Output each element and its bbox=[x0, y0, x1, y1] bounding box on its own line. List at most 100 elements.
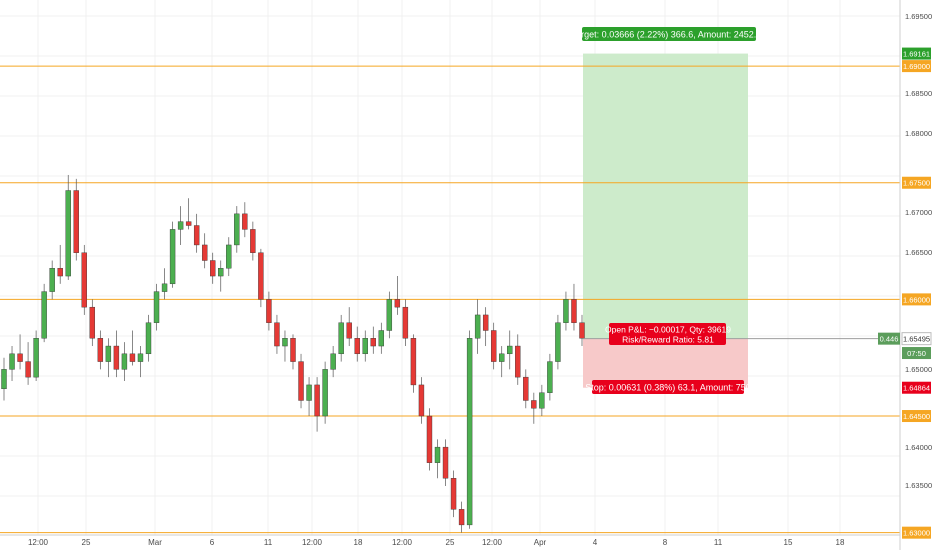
level-badge bbox=[902, 410, 931, 423]
candle-body bbox=[33, 338, 39, 378]
candle-body bbox=[1, 369, 7, 390]
candle-body bbox=[426, 415, 433, 463]
candle-body bbox=[49, 268, 55, 292]
level-badge-label: 1.63000 bbox=[903, 529, 930, 538]
time-tick-label: 11 bbox=[714, 538, 723, 547]
candle-body bbox=[17, 353, 23, 362]
price-badge-label: 07:50 bbox=[907, 349, 926, 358]
pnl-box-bg bbox=[609, 323, 726, 345]
candle-body bbox=[25, 361, 31, 378]
candle-body bbox=[137, 353, 144, 362]
candle-body bbox=[330, 353, 336, 370]
price-badge bbox=[902, 47, 931, 60]
candle-body bbox=[394, 299, 401, 308]
pnl-box[interactable]: Open P&L: −0.00017, Qty: 39619 Risk/Rewa… bbox=[605, 323, 731, 345]
time-tick-label: 25 bbox=[82, 538, 91, 547]
candle-body bbox=[274, 322, 280, 347]
candle-body bbox=[474, 314, 481, 339]
candle-body bbox=[145, 322, 152, 355]
candle-body bbox=[450, 478, 457, 510]
candle-body bbox=[298, 361, 304, 401]
time-tick-label: 12:00 bbox=[482, 538, 503, 547]
level-badge bbox=[902, 526, 931, 539]
time-tick-label: 18 bbox=[836, 538, 845, 547]
time-tick-label: 18 bbox=[354, 538, 363, 547]
candle-body bbox=[402, 306, 409, 339]
loss-zone[interactable] bbox=[583, 338, 748, 388]
candle-body bbox=[266, 299, 272, 323]
level-badge bbox=[902, 176, 931, 189]
candle-body bbox=[314, 384, 320, 417]
candle-body bbox=[185, 221, 192, 226]
candle-body bbox=[242, 213, 248, 230]
candle-body bbox=[378, 330, 385, 347]
candle-body bbox=[579, 322, 585, 339]
profit-zone[interactable] bbox=[583, 53, 748, 339]
grid bbox=[0, 0, 900, 535]
candle-body bbox=[57, 268, 63, 277]
candle-body bbox=[9, 353, 15, 370]
target-label: Target: 0.03666 (2.22%) 366.6, Amount: 2… bbox=[572, 30, 767, 40]
candle-body bbox=[490, 330, 497, 362]
candle-body bbox=[290, 338, 296, 362]
candle-body bbox=[322, 369, 328, 417]
candle-body bbox=[258, 252, 264, 300]
candle-body bbox=[346, 322, 352, 339]
level-badge-label: 1.69000 bbox=[903, 62, 930, 71]
stop-label-box[interactable]: Stop: 0.00631 (0.38%) 63.1, Amount: 750 bbox=[585, 380, 751, 394]
candle-body bbox=[386, 299, 393, 331]
level-badge bbox=[902, 60, 931, 73]
price-axis[interactable]: 1.69500 1.68500 1.68000 1.67000 1.66500 1.650… bbox=[878, 0, 932, 550]
target-box-bg bbox=[582, 27, 756, 41]
candle-body bbox=[507, 345, 513, 355]
level-badge-label: 1.67500 bbox=[903, 179, 930, 188]
price-axis-bg bbox=[900, 0, 932, 550]
candle-body bbox=[338, 322, 344, 355]
time-tick-label: 11 bbox=[264, 538, 273, 547]
candle-body bbox=[177, 221, 184, 230]
candles bbox=[1, 174, 585, 533]
stop-box-bg bbox=[592, 380, 744, 394]
pnl-label: Open P&L: −0.00017, Qty: 39619 bbox=[605, 325, 731, 335]
price-tick-label: 1.68500 bbox=[905, 89, 932, 98]
time-axis[interactable]: 12:00 25 Mar 6 11 12:00 18 12:00 25 12:00 Apr 4 8 11 1… bbox=[0, 534, 900, 547]
time-tick-label: 6 bbox=[210, 538, 215, 547]
candle-body bbox=[466, 338, 473, 526]
price-tick-label: 1.65000 bbox=[905, 365, 932, 374]
candle-body bbox=[81, 252, 87, 308]
candle-body bbox=[442, 446, 449, 479]
price-badge bbox=[901, 332, 932, 346]
current-price-tag bbox=[878, 332, 900, 345]
level-badge bbox=[902, 293, 931, 306]
candle-body bbox=[105, 345, 112, 362]
candle-body bbox=[434, 446, 441, 463]
candle-body bbox=[113, 345, 120, 370]
level-badge-label: 1.66000 bbox=[903, 295, 930, 304]
time-tick-label: Mar bbox=[148, 538, 162, 547]
candle-body bbox=[169, 229, 176, 285]
candle-body bbox=[161, 283, 168, 292]
candle-body bbox=[201, 244, 208, 261]
candle-body bbox=[218, 268, 224, 277]
level-badge-label: 1.64500 bbox=[903, 412, 930, 421]
price-tick-label: 1.69500 bbox=[905, 12, 932, 21]
candle-body bbox=[482, 314, 489, 331]
candle-body bbox=[193, 225, 200, 246]
candle-body bbox=[41, 291, 47, 339]
candle-body bbox=[210, 260, 216, 277]
time-tick-label: 8 bbox=[663, 538, 668, 547]
target-label-box[interactable]: Target: 0.03666 (2.22%) 366.6, Amount: 2… bbox=[572, 27, 767, 41]
current-price-tag-label: 0.446 bbox=[880, 335, 899, 344]
candle-body bbox=[547, 361, 553, 393]
time-tick-label: 12:00 bbox=[302, 538, 323, 547]
candle-body bbox=[571, 299, 577, 323]
candle-body bbox=[531, 400, 537, 409]
time-tick-label: 12:00 bbox=[392, 538, 413, 547]
price-badge bbox=[902, 347, 931, 360]
price-badge bbox=[902, 381, 931, 394]
candle-body bbox=[97, 338, 104, 362]
candle-body bbox=[523, 376, 529, 401]
price-tick-label: 1.64000 bbox=[905, 443, 932, 452]
